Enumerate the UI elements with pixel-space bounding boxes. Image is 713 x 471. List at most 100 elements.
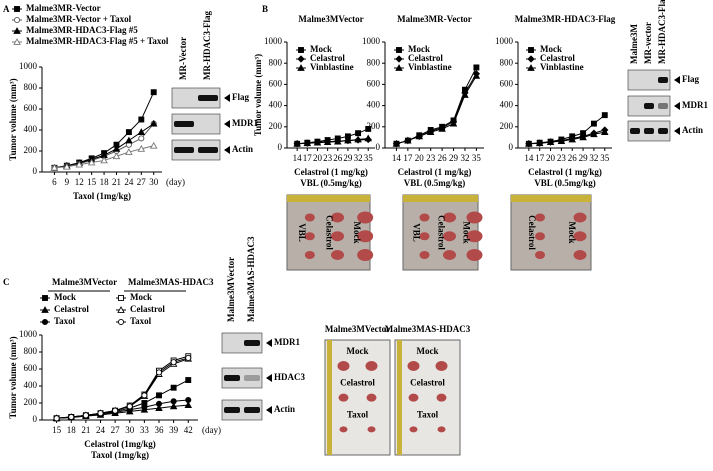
marker xyxy=(297,55,305,63)
photo-label: Taxol xyxy=(417,409,439,419)
band-label: Actin xyxy=(274,404,295,414)
marker xyxy=(546,138,555,146)
blot-band xyxy=(644,103,654,109)
marker xyxy=(527,55,535,63)
x-tick-label: 30 xyxy=(149,177,159,187)
photo-label: VBL xyxy=(297,223,307,242)
x-tick-label: 15 xyxy=(52,425,62,435)
chart-title: Malme3MR-Vector xyxy=(397,14,472,24)
photo-label: Mock xyxy=(567,222,577,244)
photo-ruler xyxy=(511,195,591,202)
blot-strip xyxy=(221,332,263,354)
band-label: MDR1 xyxy=(232,118,258,128)
y-tick-label: 1000 xyxy=(19,61,38,71)
legend-label: Malme3MR-HDAC3-Flag #5 + Taxol xyxy=(26,36,169,46)
legend-label: Celastrol xyxy=(130,304,165,314)
y-tick-label: 800 xyxy=(367,57,381,67)
chart-title: Malme3MR-HDAC3-Flag xyxy=(515,14,616,24)
blot-band xyxy=(224,375,240,381)
x-label: VBL (0.5mg/kg) xyxy=(300,178,362,188)
blot-strip xyxy=(171,87,221,109)
marker xyxy=(13,38,21,45)
marker xyxy=(137,128,146,135)
tumor xyxy=(407,361,420,371)
marker xyxy=(63,162,71,170)
x-tick-label: 42 xyxy=(184,425,193,435)
y-tick-label: 400 xyxy=(24,124,38,134)
photo-title: Malme3MVector xyxy=(325,324,390,334)
band-arrow xyxy=(674,127,680,135)
marker xyxy=(438,124,446,132)
marker xyxy=(354,135,362,143)
marker xyxy=(395,55,403,63)
marker xyxy=(100,156,108,164)
series-line xyxy=(56,399,189,419)
marker xyxy=(449,119,458,127)
y-tick-label: 600 xyxy=(500,78,514,88)
marker xyxy=(472,71,481,79)
band-label: Actin xyxy=(682,125,703,135)
x-tick-label: 35 xyxy=(472,153,482,163)
x-tick-label: 20 xyxy=(546,153,556,163)
photo-label: Celastrol xyxy=(324,215,334,250)
marker xyxy=(149,119,158,127)
marker xyxy=(557,137,566,144)
x-tick-label: 24 xyxy=(96,425,106,435)
band-arrow xyxy=(266,339,272,347)
chart-title: Malme3MVector xyxy=(298,14,363,24)
photo-label: Mock xyxy=(417,346,439,356)
legend-label: Vinblastine xyxy=(310,62,354,72)
x-tick-label: 20 xyxy=(313,153,323,163)
y-tick-label: 1000 xyxy=(264,36,283,46)
y-tick-label: 400 xyxy=(500,100,514,110)
x-label: Celastrol (1 mg/kg) xyxy=(294,167,368,177)
x-tick-label: 21 xyxy=(112,177,121,187)
x-label: Taxol (1mg/kg) xyxy=(91,450,149,460)
marker xyxy=(601,128,609,135)
marker xyxy=(364,134,372,142)
tumor xyxy=(339,426,348,433)
x-tick-label: 17 xyxy=(535,153,545,163)
marker xyxy=(298,47,304,53)
band-label: Flag xyxy=(682,74,699,84)
marker xyxy=(473,64,480,71)
marker xyxy=(184,401,193,408)
y-label: Tumor volume (mm³) xyxy=(8,78,18,160)
y-tick-label: 800 xyxy=(24,346,38,356)
marker xyxy=(149,141,158,149)
tumor xyxy=(409,426,418,433)
legend-label: Vinblastine xyxy=(408,62,452,72)
marker xyxy=(141,392,148,399)
x-tick-label: 17 xyxy=(303,153,313,163)
marker xyxy=(75,160,84,168)
photo-label: Celastrol xyxy=(340,378,375,388)
series-line xyxy=(396,73,477,145)
x-tick-label: 26 xyxy=(333,153,343,163)
lane-label: Malme3MVector xyxy=(226,257,236,322)
photo-label: VBL xyxy=(411,223,421,242)
tumor xyxy=(535,232,545,241)
x-tick-label: 14 xyxy=(293,153,303,163)
y-tick-label: 400 xyxy=(367,100,381,110)
marker xyxy=(87,158,96,166)
tumor xyxy=(436,393,447,402)
photo-label: Mock xyxy=(347,346,369,356)
legend-label: Mock xyxy=(540,44,562,54)
blot-band xyxy=(174,147,194,153)
marker xyxy=(527,64,535,71)
x-tick-label: 14 xyxy=(524,153,534,163)
tumor xyxy=(435,361,448,371)
series-line xyxy=(396,75,477,145)
marker xyxy=(14,6,20,12)
lane-label: MR-HDAC3-Flag xyxy=(202,11,212,80)
marker xyxy=(303,139,312,147)
tumor xyxy=(366,393,377,402)
legend-label: Taxol xyxy=(130,316,152,326)
marker xyxy=(185,396,192,404)
x-tick-label: 29 xyxy=(343,153,353,163)
legend-label: Malme3MR-Vector + Taxol xyxy=(26,14,132,24)
marker xyxy=(415,132,424,140)
y-tick-label: 800 xyxy=(24,82,38,92)
tumor xyxy=(419,251,430,259)
x-tick-label: 39 xyxy=(169,425,179,435)
